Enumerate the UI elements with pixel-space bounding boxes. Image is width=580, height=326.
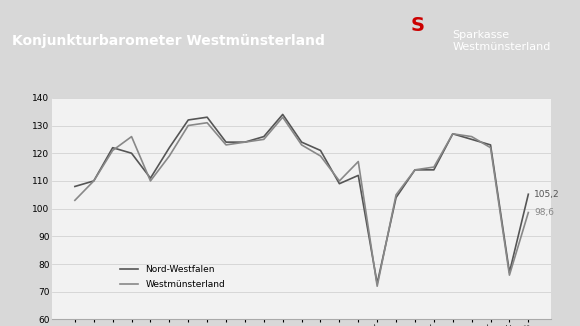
Westmünsterland (468, 135, 475, 139)
Nord-Westfalen (430, 168, 437, 172)
Westmünsterland (90, 179, 97, 183)
Nord-Westfalen (298, 140, 305, 144)
Nord-Westfalen (317, 148, 324, 152)
Nord-Westfalen (525, 192, 532, 196)
Text: 105,2: 105,2 (534, 190, 560, 199)
Line: Nord-Westfalen: Nord-Westfalen (75, 114, 528, 283)
Westmünsterland (109, 148, 116, 152)
Nord-Westfalen (147, 176, 154, 180)
Line: Westmünsterland: Westmünsterland (75, 117, 528, 286)
Text: 98,6: 98,6 (534, 208, 554, 217)
Nord-Westfalen (128, 151, 135, 155)
Westmünsterland (223, 143, 230, 147)
Nord-Westfalen (71, 185, 78, 188)
Westmünsterland (374, 284, 380, 288)
Nord-Westfalen (223, 140, 230, 144)
Westmünsterland (166, 154, 173, 158)
Westmünsterland (279, 115, 286, 119)
Nord-Westfalen (185, 118, 192, 122)
Nord-Westfalen (204, 115, 211, 119)
Westmünsterland (336, 179, 343, 183)
Westmünsterland (506, 273, 513, 277)
Nord-Westfalen (109, 146, 116, 150)
Westmünsterland (525, 211, 532, 215)
Nord-Westfalen (374, 281, 380, 286)
Westmünsterland (393, 193, 400, 197)
Westmünsterland (204, 121, 211, 125)
Westmünsterland (260, 137, 267, 141)
Westmünsterland (147, 179, 154, 183)
Westmünsterland (355, 159, 362, 163)
Westmünsterland (298, 143, 305, 147)
Westmünsterland (185, 124, 192, 127)
Westmünsterland (128, 135, 135, 139)
Nord-Westfalen (279, 112, 286, 116)
Nord-Westfalen (241, 140, 248, 144)
Nord-Westfalen (487, 143, 494, 147)
Text: S: S (411, 16, 425, 35)
Westmünsterland (487, 146, 494, 150)
Text: Konjunkturbarometer Westmünsterland: Konjunkturbarometer Westmünsterland (12, 34, 324, 48)
Nord-Westfalen (336, 182, 343, 185)
Nord-Westfalen (355, 173, 362, 177)
Westmünsterland (71, 198, 78, 202)
Nord-Westfalen (468, 137, 475, 141)
Nord-Westfalen (166, 146, 173, 150)
Nord-Westfalen (506, 270, 513, 274)
Nord-Westfalen (393, 196, 400, 200)
Westmünsterland (430, 165, 437, 169)
Westmünsterland (317, 154, 324, 158)
Westmünsterland (241, 140, 248, 144)
Nord-Westfalen (260, 135, 267, 139)
Westmünsterland (450, 132, 456, 136)
Nord-Westfalen (90, 179, 97, 183)
Text: Sparkasse
Westmünsterland: Sparkasse Westmünsterland (452, 30, 551, 52)
Nord-Westfalen (450, 132, 456, 136)
Legend: Nord-Westfalen, Westmünsterland: Nord-Westfalen, Westmünsterland (117, 261, 229, 293)
Westmünsterland (411, 168, 418, 172)
Nord-Westfalen (411, 168, 418, 172)
